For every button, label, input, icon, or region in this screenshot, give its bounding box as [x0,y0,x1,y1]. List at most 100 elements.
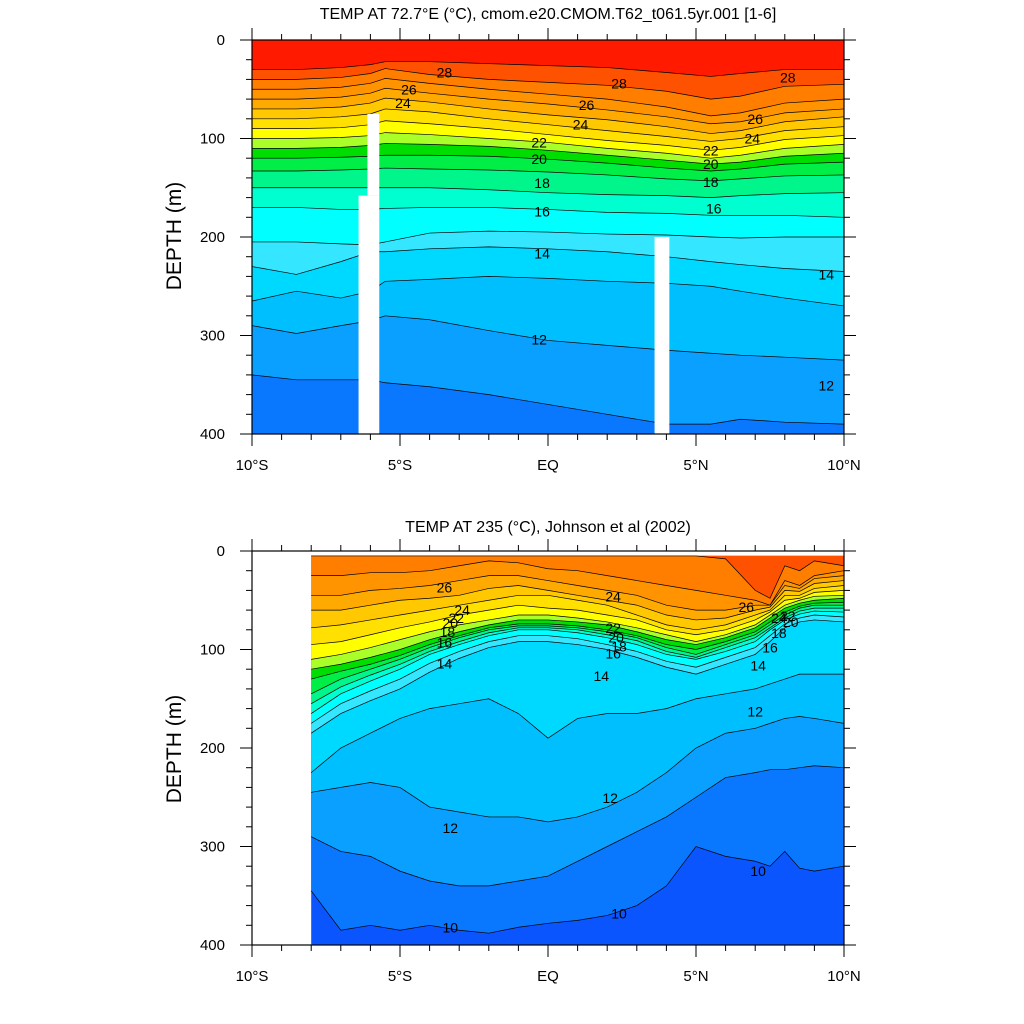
isotherm-17 [311,607,844,704]
isotherm-20 [311,597,844,670]
contour-label: 22 [703,142,719,158]
contour-label: 24 [454,602,470,618]
model-temperature-panel: TEMP AT 72.7°E (°C), cmom.e20.CMOM.T62_t… [163,6,861,474]
x-tick-label: 5°N [683,457,708,474]
temperature-band [252,40,844,77]
y-tick-label: 200 [200,229,225,246]
contour-label: 22 [448,610,464,626]
contour-label: 16 [706,200,722,216]
missing-data-mask [654,237,670,434]
isotherm-22 [252,120,844,151]
contour-label: 18 [771,625,787,641]
isotherm-14 [311,619,844,734]
y-tick-label: 400 [200,937,225,954]
contour-label: 26 [579,97,595,113]
isotherm-24 [252,97,844,134]
isotherm-20 [252,143,844,165]
contour-label: 18 [611,639,627,655]
contour-label: 14 [534,246,550,262]
isotherm-28 [252,61,844,77]
isotherm-13 [310,673,844,773]
isotherm-15 [311,614,844,724]
contour-label: 12 [602,790,618,806]
x-tick-label: EQ [537,457,559,474]
contour-label: 24 [744,131,760,147]
x-tick-label: 10°N [827,457,861,474]
temperature-band [311,555,844,599]
isotherm-13 [252,276,844,307]
contour-body [252,40,844,434]
x-tick-label: 10°N [827,968,861,985]
contour-label: 10 [750,863,766,879]
isotherm-22 [311,590,844,645]
isotherm-18 [252,167,844,182]
isotherm-27 [252,68,844,100]
x-tick-label: 10°S [236,457,269,474]
y-tick-label: 0 [217,543,225,560]
model-panel-y-axis-label: DEPTH (m) [163,182,186,291]
contour-label: 14 [818,266,834,282]
observed-panel-title: TEMP AT 235 (°C), Johnson et al (2002) [405,519,691,536]
observed-panel-y-axis-label: DEPTH (m) [163,695,186,804]
contour-label: 20 [443,615,459,631]
isotherm-12 [311,716,844,823]
observed-temperature-panel: TEMP AT 235 (°C), Johnson et al (2002) D… [163,519,861,985]
isotherm-25 [252,87,844,125]
missing-data-mask [358,195,380,434]
isotherm-16 [311,610,844,714]
isotherm-16 [252,207,844,218]
x-tick-label: 5°N [683,968,708,985]
contour-label: 26 [747,111,763,127]
isotherm-17 [252,187,844,198]
isotherm-26 [311,560,844,606]
model-panel-title: TEMP AT 72.7°E (°C), cmom.e20.CMOM.T62_t… [320,6,777,23]
contour-label: 14 [750,657,766,673]
y-tick-label: 100 [200,642,225,659]
y-tick-label: 100 [200,131,225,148]
contour-label: 12 [747,704,763,720]
isotherm-21 [252,132,844,159]
isotherm-12 [252,315,844,361]
contour-label: 12 [531,331,547,347]
contour-label: 24 [771,610,787,626]
contour-label: 28 [611,75,627,91]
observed-plot-area: 2624222018161412102422201816141210262422… [200,539,861,985]
contour-label: 20 [608,630,624,646]
y-tick-label: 400 [200,426,225,443]
y-tick-label: 200 [200,740,225,757]
contour-label: 26 [739,599,755,615]
contour-label: 10 [611,905,627,921]
contour-label: 16 [534,203,550,219]
contour-label: 14 [593,668,609,684]
contour-body [310,555,844,945]
contour-label: 18 [440,624,456,640]
contour-label: 14 [437,655,453,671]
contour-label: 20 [703,156,719,172]
isotherm-23 [311,585,844,631]
contour-label: 16 [605,645,621,661]
isotherm-23 [252,108,844,142]
contour-label: 26 [401,81,417,97]
isotherm-26 [252,78,844,117]
contour-label: 22 [780,608,796,624]
contour-label: 16 [762,640,778,656]
x-tick-label: 5°S [388,968,412,985]
contour-label: 18 [703,174,719,190]
contour-label: 22 [531,134,547,150]
isotherm-11 [311,765,844,887]
x-tick-label: 5°S [388,457,412,474]
x-tick-label: 10°S [236,968,269,985]
contour-label: 28 [437,65,453,81]
isotherm-19 [311,601,844,680]
isotherm-15 [252,230,844,246]
contour-label: 24 [573,117,589,133]
contour-label: 10 [443,919,459,935]
contour-label: 26 [437,579,453,595]
isotherm-27 [311,555,844,599]
isotherm-24 [311,580,844,621]
contour-label: 20 [531,151,547,167]
contour-label: 12 [818,378,834,394]
missing-data-mask [367,113,380,196]
